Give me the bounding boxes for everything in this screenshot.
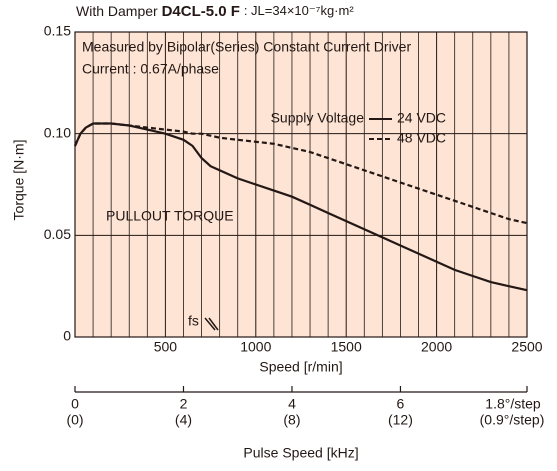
x2-tick-sublabel: (4) <box>175 412 192 428</box>
title-prefix: With Damper <box>76 3 158 19</box>
x2-tick-sublabel: (12) <box>388 412 413 428</box>
x2-tick-sublabel: (0) <box>66 412 83 428</box>
x2-axis-label: Pulse Speed [kHz] <box>243 445 358 461</box>
fs-mark <box>204 317 216 331</box>
series-line <box>73 122 528 225</box>
x-tick-label: 2500 <box>511 339 542 355</box>
title-inertia: : JL=34×10⁻⁷kg·m² <box>244 3 355 18</box>
legend-title: Supply Voltage <box>271 110 365 126</box>
x-tick-label: 1000 <box>240 339 271 355</box>
title-model: D4CL-5.0 F <box>162 3 240 20</box>
x2-step-label: 1.8°/step <box>485 396 541 412</box>
annotation: Current : 0.67A/phase <box>82 61 219 77</box>
x2-tick-label: 0 <box>71 396 79 412</box>
y-tick-label: 0 <box>63 328 71 344</box>
fs-mark <box>208 317 219 331</box>
y-tick-label: 0.15 <box>44 23 71 39</box>
x2-tick-sublabel: (8) <box>283 412 300 428</box>
plot-background <box>75 32 527 337</box>
x-tick-label: 2000 <box>421 339 452 355</box>
x2-tick-label: 2 <box>180 396 188 412</box>
annotation: fs <box>188 313 199 329</box>
x-axis-label: Speed [r/min] <box>259 359 342 375</box>
legend-label: 48 VDC <box>397 130 446 146</box>
y-tick-label: 0.10 <box>44 124 71 140</box>
annotation: Measured by Bipolar(Series) Constant Cur… <box>82 39 411 55</box>
plot-frame <box>74 31 528 338</box>
x-tick-label: 1500 <box>331 339 362 355</box>
legend-label: 24 VDC <box>397 110 446 126</box>
x2-tick-label: 4 <box>288 396 296 412</box>
x2-step-label: (0.9°/step) <box>480 412 545 428</box>
chart-title: With Damper D4CL-5.0 F : JL=34×10⁻⁷kg·m² <box>76 3 354 20</box>
y-axis-label: Torque [N·m] <box>11 140 27 221</box>
series-line <box>73 122 528 292</box>
annotation: PULLOUT TORQUE <box>106 208 234 224</box>
x-tick-label: 500 <box>154 339 178 355</box>
y-tick-label: 0.05 <box>44 226 71 242</box>
x2-tick-label: 6 <box>397 396 405 412</box>
